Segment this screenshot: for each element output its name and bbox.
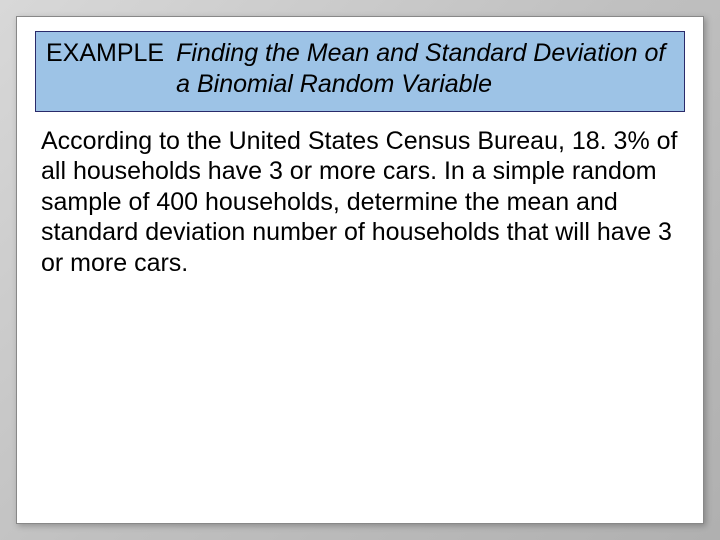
slide-card: EXAMPLE Finding the Mean and Standard De… — [16, 16, 704, 524]
example-label: EXAMPLE — [46, 38, 164, 69]
example-header-box: EXAMPLE Finding the Mean and Standard De… — [35, 31, 685, 112]
example-body-text: According to the United States Census Bu… — [35, 126, 685, 279]
example-title: Finding the Mean and Standard Deviation … — [176, 38, 674, 101]
